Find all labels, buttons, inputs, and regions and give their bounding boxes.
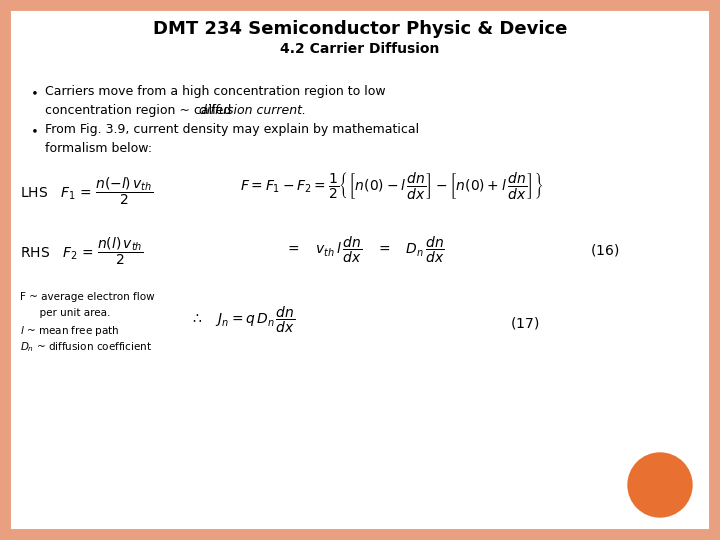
Text: $D_n$ ~ diffusion coefficient: $D_n$ ~ diffusion coefficient xyxy=(20,340,152,354)
Text: LHS   $F_1$ = $\dfrac{n(-l)\,v_{th}}{2}$: LHS $F_1$ = $\dfrac{n(-l)\,v_{th}}{2}$ xyxy=(20,175,153,207)
Text: $l$ ~ mean free path: $l$ ~ mean free path xyxy=(20,324,120,338)
Text: $\bullet$: $\bullet$ xyxy=(30,85,37,98)
Text: Carriers move from a high concentration region to low: Carriers move from a high concentration … xyxy=(45,85,386,98)
Text: diffusion current.: diffusion current. xyxy=(199,104,306,117)
Circle shape xyxy=(628,453,692,517)
Text: RHS   $F_2$ = $\dfrac{n(l)\,v_{th}}{2}$: RHS $F_2$ = $\dfrac{n(l)\,v_{th}}{2}$ xyxy=(20,235,143,267)
Text: $\bullet$: $\bullet$ xyxy=(30,123,37,136)
Text: formalism below:: formalism below: xyxy=(45,142,152,155)
Text: $(17)$: $(17)$ xyxy=(510,315,539,331)
Text: $\therefore \quad J_n = q\,D_n\,\dfrac{dn}{dx}$: $\therefore \quad J_n = q\,D_n\,\dfrac{d… xyxy=(190,305,296,335)
Text: concentration region ~ called: concentration region ~ called xyxy=(45,104,235,117)
Text: $= \quad v_{th}\,l\,\dfrac{dn}{dx} \quad = \quad D_n\,\dfrac{dn}{dx}$: $= \quad v_{th}\,l\,\dfrac{dn}{dx} \quad… xyxy=(285,235,445,265)
Text: From Fig. 3.9, current density may explain by mathematical: From Fig. 3.9, current density may expla… xyxy=(45,123,419,136)
FancyBboxPatch shape xyxy=(4,4,716,536)
Text: DMT 234 Semiconductor Physic & Device: DMT 234 Semiconductor Physic & Device xyxy=(153,20,567,38)
Text: $F = F_1 - F_2 = \dfrac{1}{2}\left\{\left[n(0)-l\,\dfrac{dn}{dx}\right]-\left[n(: $F = F_1 - F_2 = \dfrac{1}{2}\left\{\lef… xyxy=(240,170,543,201)
Text: 4.2 Carrier Diffusion: 4.2 Carrier Diffusion xyxy=(280,42,440,56)
Text: per unit area.: per unit area. xyxy=(20,308,110,318)
Text: F ~ average electron flow: F ~ average electron flow xyxy=(20,292,155,302)
Text: $(16)$: $(16)$ xyxy=(590,242,619,258)
